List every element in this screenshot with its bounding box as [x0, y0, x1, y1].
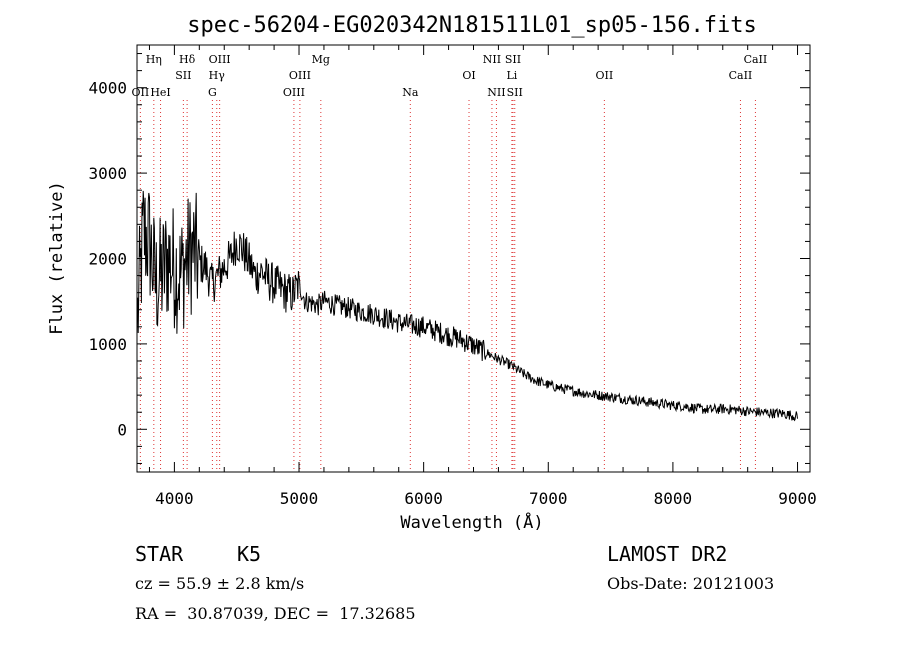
y-tick-label: 4000 — [88, 79, 127, 98]
chart-title: spec-56204-EG020342N181511L01_sp05-156.f… — [187, 13, 757, 38]
line-marker-label: OIII — [289, 69, 311, 82]
x-axis-label: Wavelength (Å) — [400, 511, 543, 533]
line-marker-label: NII — [483, 53, 501, 66]
object-subclass: K5 — [237, 542, 262, 566]
y-axis-label: Flux (relative) — [47, 181, 67, 335]
line-marker-label: HeI — [150, 86, 170, 99]
survey-name: LAMOST DR2 — [607, 542, 728, 566]
x-tick-label: 7000 — [529, 489, 568, 508]
obs-date: Obs-Date: 20121003 — [607, 574, 775, 593]
object-class: STAR — [135, 542, 184, 566]
line-marker-label: OIII — [283, 86, 305, 99]
line-marker-label: SII — [505, 53, 521, 66]
line-marker-label: Hδ — [179, 53, 196, 66]
line-marker-label: Li — [506, 69, 517, 82]
line-marker-label: OI — [462, 69, 475, 82]
x-tick-label: 9000 — [778, 489, 817, 508]
coordinates: RA = 30.87039, DEC = 17.32685 — [135, 604, 416, 623]
x-tick-label: 8000 — [654, 489, 693, 508]
redshift-readout: cz = 55.9 ± 2.8 km/s — [135, 574, 305, 593]
line-marker-label: G — [208, 86, 217, 99]
x-tick-label: 4000 — [155, 489, 194, 508]
y-tick-label: 1000 — [88, 335, 127, 354]
x-tick-label: 6000 — [404, 489, 443, 508]
y-tick-label: 2000 — [88, 250, 127, 269]
line-marker-label: CaII — [744, 53, 768, 66]
line-marker-label: Hγ — [209, 69, 226, 82]
y-tick-label: 0 — [117, 420, 127, 439]
line-marker-label: Hη — [146, 53, 162, 66]
x-axis: 4000 5000 6000 7000 8000 9000 — [148, 45, 817, 508]
x-tick-label: 5000 — [280, 489, 319, 508]
line-marker-label: SII — [175, 69, 191, 82]
y-tick-label: 3000 — [88, 164, 127, 183]
line-marker-label: Na — [402, 86, 419, 99]
line-marker-label: OIII — [209, 53, 231, 66]
line-marker-label: Mg — [312, 53, 330, 66]
spectrum-line — [137, 190, 798, 422]
line-marker-label: CaII — [729, 69, 753, 82]
y-axis: 0 1000 2000 3000 4000 — [88, 53, 810, 464]
line-marker-label: SII — [507, 86, 523, 99]
line-marker-label: OII — [132, 86, 150, 99]
line-marker-label: NII — [487, 86, 505, 99]
line-marker-label: OII — [596, 69, 614, 82]
